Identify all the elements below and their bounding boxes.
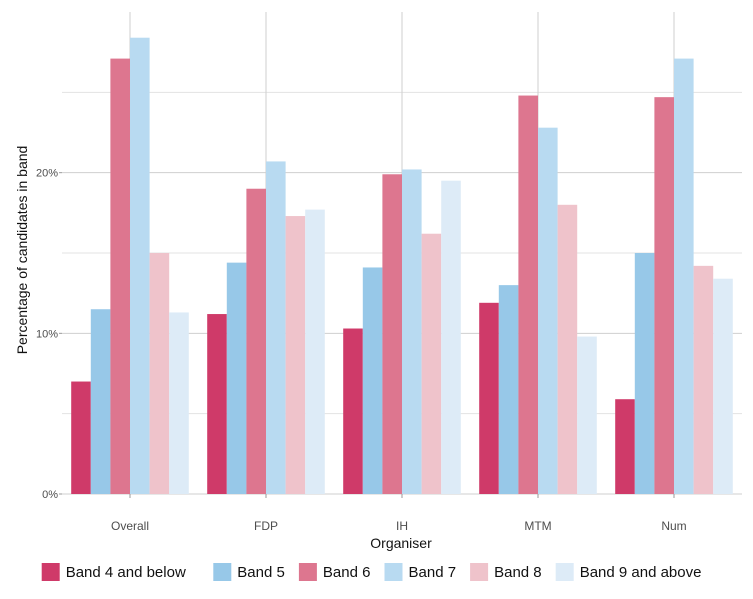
bar bbox=[654, 97, 674, 495]
legend-swatch bbox=[555, 563, 574, 581]
x-tick-label: MTM bbox=[524, 519, 551, 533]
bar bbox=[498, 285, 519, 494]
bar bbox=[149, 253, 170, 494]
bar bbox=[693, 265, 714, 494]
axes: 0% 10% 20% Overall FDP IH MTM Num bbox=[36, 168, 687, 533]
bar bbox=[305, 209, 325, 494]
y-axis-title: Percentage of candidates in band bbox=[14, 146, 30, 355]
bar bbox=[226, 262, 247, 494]
legend-swatch bbox=[41, 563, 60, 581]
legend-label: Band 7 bbox=[409, 564, 457, 581]
bar bbox=[169, 312, 189, 494]
bar bbox=[557, 204, 578, 495]
bar bbox=[615, 399, 635, 494]
legend: Band 4 and below Band 5 Band 6 Band 7 Band 8… bbox=[41, 563, 702, 581]
bar bbox=[71, 381, 91, 494]
x-tick-label: Overall bbox=[111, 519, 149, 533]
y-tick-label: 0% bbox=[42, 489, 58, 501]
legend-label: Band 5 bbox=[237, 564, 285, 581]
legend-label: Band 9 and above bbox=[580, 564, 702, 581]
x-tick-label: Num bbox=[661, 519, 686, 533]
bar bbox=[674, 58, 694, 495]
legend-label: Band 6 bbox=[323, 564, 371, 581]
bar bbox=[577, 336, 597, 494]
bar bbox=[362, 267, 383, 494]
bar bbox=[130, 37, 150, 494]
bar bbox=[479, 302, 499, 494]
y-tick-label: 10% bbox=[36, 328, 58, 340]
y-tick-label: 20% bbox=[36, 168, 58, 180]
bars bbox=[71, 37, 733, 495]
bar bbox=[441, 180, 461, 494]
bar bbox=[538, 127, 558, 495]
legend-label: Band 8 bbox=[494, 564, 542, 581]
bar bbox=[207, 314, 227, 494]
legend-swatch bbox=[298, 563, 317, 581]
bar bbox=[634, 253, 655, 494]
legend-swatch bbox=[470, 563, 489, 581]
bar bbox=[266, 161, 286, 495]
legend-swatch bbox=[384, 563, 403, 581]
bar bbox=[402, 169, 422, 494]
x-tick-label: FDP bbox=[254, 519, 278, 533]
legend-label: Band 4 and below bbox=[66, 564, 186, 581]
bar bbox=[518, 95, 538, 495]
x-tick-label: IH bbox=[396, 519, 408, 533]
bar bbox=[382, 174, 402, 495]
legend-swatch bbox=[213, 563, 232, 581]
bar bbox=[713, 278, 733, 494]
bar bbox=[285, 216, 306, 494]
bar bbox=[246, 188, 266, 494]
x-axis-title: Organiser bbox=[370, 535, 432, 551]
bar bbox=[110, 58, 130, 495]
bar bbox=[90, 309, 111, 494]
bar bbox=[343, 328, 363, 494]
bar bbox=[421, 233, 442, 494]
